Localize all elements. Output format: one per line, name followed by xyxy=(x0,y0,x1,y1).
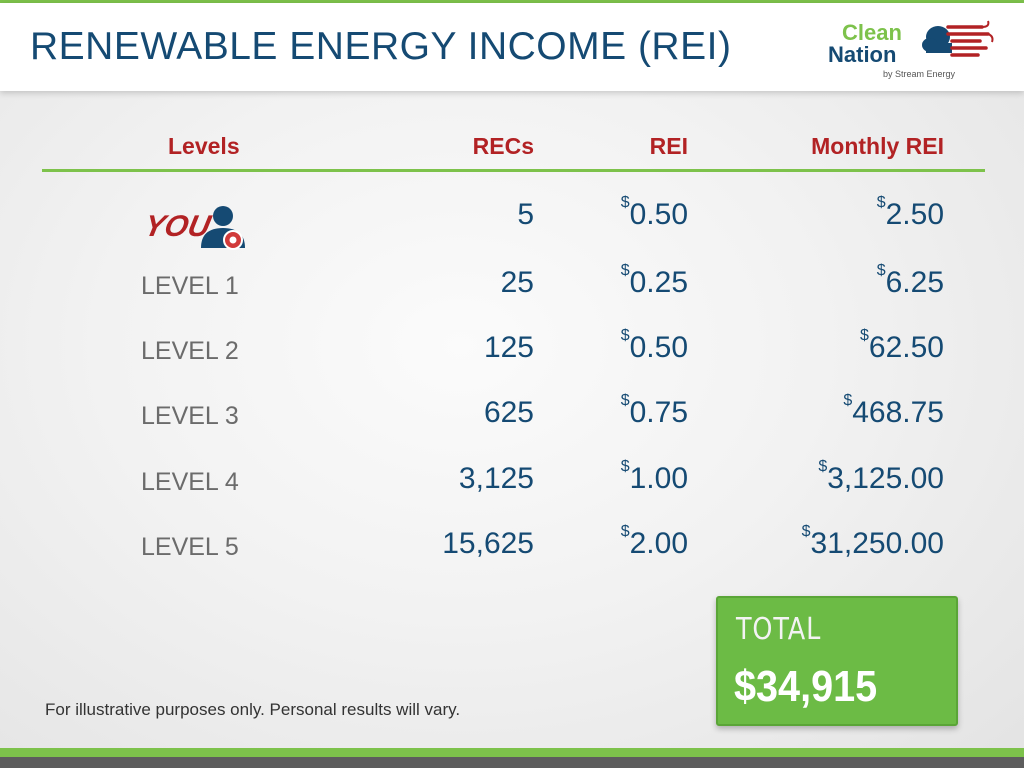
monthly-amount: 3,125.00 xyxy=(827,462,944,495)
monthly-rei-value: $2.50 xyxy=(877,194,944,232)
you-label: YOU xyxy=(141,210,214,243)
monthly-amount: 31,250.00 xyxy=(810,527,944,560)
logo-word-nation: Nation xyxy=(828,42,897,67)
recs-value: 625 xyxy=(483,396,534,429)
recs-value: 125 xyxy=(483,331,534,364)
currency-symbol: $ xyxy=(818,458,828,475)
rei-amount: 0.75 xyxy=(629,396,688,429)
slide-header: RENEWABLE ENERGY INCOME (REI) Clean Nati… xyxy=(0,3,1024,91)
recs-value: 15,625 xyxy=(442,527,534,560)
table-row: YOU 5 $0.50 $2.50 xyxy=(0,192,1024,250)
currency-symbol: $ xyxy=(860,327,869,344)
currency-symbol: $ xyxy=(620,262,630,279)
page-title: RENEWABLE ENERGY INCOME (REI) xyxy=(30,25,732,68)
monthly-rei-value: $6.25 xyxy=(877,262,944,300)
header-levels: Levels xyxy=(168,133,240,159)
currency-symbol: $ xyxy=(620,458,630,475)
level-label: LEVEL 3 xyxy=(141,402,239,430)
level-label: LEVEL 1 xyxy=(141,272,239,300)
currency-symbol: $ xyxy=(876,262,886,279)
recs-value: 25 xyxy=(500,266,534,299)
monthly-amount: 468.75 xyxy=(852,396,944,429)
footer-gray-bar xyxy=(0,757,1024,768)
rei-amount: 0.25 xyxy=(629,266,688,299)
rei-amount: 1.00 xyxy=(629,462,688,495)
level-label: LEVEL 2 xyxy=(141,337,239,365)
rei-value: $0.50 xyxy=(621,194,688,232)
header-divider xyxy=(42,169,985,172)
rei-value: $0.25 xyxy=(621,262,688,300)
rei-value: $0.50 xyxy=(621,327,688,365)
you-person-gear-icon: YOU xyxy=(141,198,255,255)
rei-amount: 0.50 xyxy=(629,331,688,364)
header-rei: REI xyxy=(649,133,688,159)
logo-word-clean: Clean xyxy=(842,20,902,45)
monthly-rei-value: $31,250.00 xyxy=(802,523,944,561)
rei-amount: 2.00 xyxy=(629,527,688,560)
total-value: $34,915 xyxy=(734,662,878,711)
monthly-amount: 2.50 xyxy=(885,198,944,231)
cloud-flag-icon xyxy=(922,20,994,57)
level-label: LEVEL 5 xyxy=(141,533,239,561)
top-accent-bar xyxy=(0,0,1024,3)
rei-value: $2.00 xyxy=(621,523,688,561)
monthly-amount: 6.25 xyxy=(885,266,944,299)
rei-value: $1.00 xyxy=(621,458,688,496)
table-row: LEVEL 2 125 $0.50 $62.50 xyxy=(0,325,1024,375)
clean-nation-logo: Clean Nation by Stream Energy xyxy=(828,17,998,83)
header-monthly-rei: Monthly REI xyxy=(811,133,944,159)
currency-symbol: $ xyxy=(620,194,630,211)
footer-green-bar xyxy=(0,748,1024,757)
table-row: LEVEL 3 625 $0.75 $468.75 xyxy=(0,390,1024,440)
table-row: LEVEL 4 3,125 $1.00 $3,125.00 xyxy=(0,456,1024,506)
table-row: LEVEL 5 15,625 $2.00 $31,250.00 xyxy=(0,521,1024,571)
logo-byline: by Stream Energy xyxy=(883,69,956,79)
currency-symbol: $ xyxy=(620,392,630,409)
rei-amount: 0.50 xyxy=(629,198,688,231)
header-recs: RECs xyxy=(472,133,534,159)
total-box: TOTAL $34,915 xyxy=(716,596,958,726)
rei-value: $0.75 xyxy=(621,392,688,430)
level-label: LEVEL 4 xyxy=(141,468,239,496)
recs-value: 5 xyxy=(517,198,534,231)
total-label: TOTAL xyxy=(736,612,822,647)
currency-symbol: $ xyxy=(843,392,853,409)
currency-symbol: $ xyxy=(801,523,811,540)
monthly-rei-value: $468.75 xyxy=(843,392,944,430)
currency-symbol: $ xyxy=(876,194,886,211)
recs-value: 3,125 xyxy=(458,462,534,495)
disclaimer-text: For illustrative purposes only. Personal… xyxy=(45,700,461,719)
table-row: LEVEL 1 25 $0.25 $6.25 xyxy=(0,260,1024,310)
currency-symbol: $ xyxy=(620,327,630,344)
monthly-rei-value: $3,125.00 xyxy=(818,458,944,496)
monthly-rei-value: $62.50 xyxy=(860,327,944,365)
monthly-amount: 62.50 xyxy=(868,331,944,364)
currency-symbol: $ xyxy=(620,523,630,540)
